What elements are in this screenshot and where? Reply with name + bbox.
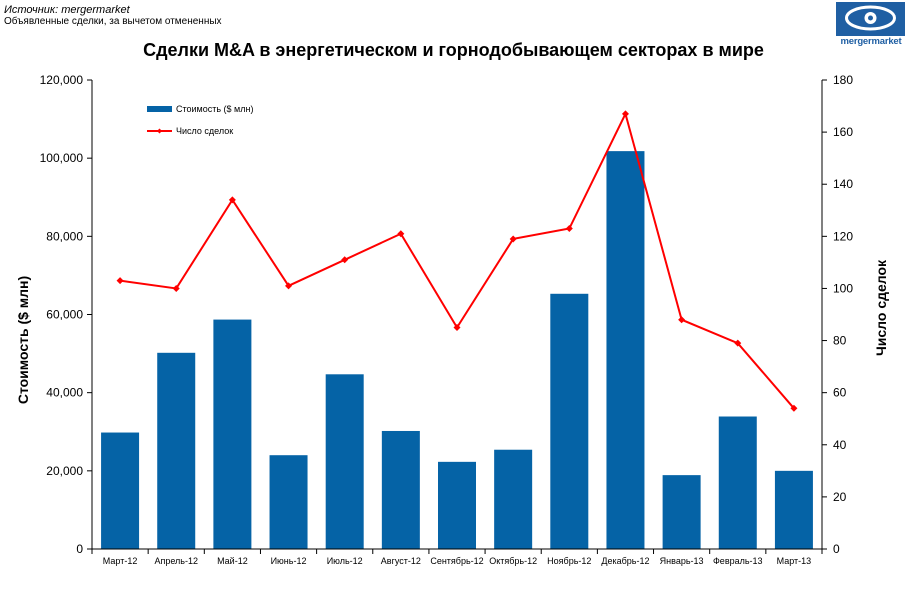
bar xyxy=(494,449,533,549)
bar xyxy=(662,475,701,549)
x-tick-label: Июль-12 xyxy=(327,556,363,566)
y-tick-label: 60,000 xyxy=(46,308,83,322)
line-point xyxy=(397,230,405,238)
x-tick-label: Октябрь-12 xyxy=(489,556,537,566)
bar xyxy=(606,151,645,550)
x-tick-label: Март-13 xyxy=(777,556,812,566)
legend-bar-label: Стоимость ($ млн) xyxy=(176,104,253,114)
bar xyxy=(718,416,757,549)
y2-tick-label: 100 xyxy=(833,281,853,295)
x-tick-label: Февраль-13 xyxy=(713,556,763,566)
x-tick-label: Апрель-12 xyxy=(154,556,198,566)
y2-tick-label: 60 xyxy=(833,386,847,400)
bar xyxy=(438,461,476,549)
x-tick-label: Сентябрь-12 xyxy=(430,556,483,566)
y2-tick-label: 20 xyxy=(833,490,847,504)
logo-text: mergermarket xyxy=(840,36,902,47)
line-point xyxy=(509,235,517,243)
y2-axis-title: Число сделок xyxy=(873,259,889,356)
line-series xyxy=(116,110,798,412)
y2-tick-label: 120 xyxy=(833,229,853,243)
y2-tick-label: 160 xyxy=(833,125,853,139)
y-tick-label: 100,000 xyxy=(40,151,84,165)
y2-tick-label: 180 xyxy=(833,73,853,87)
x-tick-label: Май-12 xyxy=(217,556,248,566)
line-point xyxy=(734,339,742,347)
line-point xyxy=(285,282,293,290)
x-tick-label: Март-12 xyxy=(103,556,138,566)
y-axis-title: Стоимость ($ млн) xyxy=(15,276,31,404)
bar xyxy=(213,319,252,549)
y2-tick-label: 80 xyxy=(833,334,847,348)
line-point xyxy=(116,277,124,285)
line-point xyxy=(453,324,461,332)
line-point xyxy=(341,256,349,264)
x-tick-label: Ноябрь-12 xyxy=(547,556,591,566)
line-point xyxy=(790,404,798,412)
bar xyxy=(381,430,420,549)
y-tick-label: 20,000 xyxy=(46,464,83,478)
note-label: Объявленные сделки, за вычетом отмененны… xyxy=(4,16,222,27)
bar xyxy=(157,352,196,549)
legend-line-marker xyxy=(157,128,162,134)
legend: Стоимость ($ млн) Число сделок xyxy=(147,104,253,136)
line-point xyxy=(565,225,573,233)
source-label: Источник: mergermarket xyxy=(4,4,130,16)
y-tick-label: 120,000 xyxy=(40,73,84,87)
line-point xyxy=(621,110,629,118)
legend-bar-swatch xyxy=(147,106,172,112)
y-tick-label: 0 xyxy=(76,542,83,556)
x-tick-label: Июнь-12 xyxy=(271,556,307,566)
y2-tick-label: 40 xyxy=(833,438,847,452)
x-tick-label: Январь-13 xyxy=(660,556,704,566)
bar xyxy=(774,470,813,549)
tick-labels: 0 20,000 40,000 60,000 80,000 100,000 120,000 0… xyxy=(40,73,854,566)
bar xyxy=(269,455,308,549)
line-point xyxy=(172,284,180,292)
line-point xyxy=(228,196,236,204)
y-tick-label: 80,000 xyxy=(46,229,83,243)
line-point xyxy=(678,316,686,324)
x-tick-label: Декабрь-12 xyxy=(601,556,649,566)
axes xyxy=(87,79,827,554)
y-tick-label: 40,000 xyxy=(46,386,83,400)
mergermarket-logo-icon xyxy=(836,2,905,36)
bar-series xyxy=(101,151,813,550)
bar xyxy=(101,432,140,549)
chart-title: Сделки M&A в энергетическом и горнодобыв… xyxy=(143,40,764,60)
bar xyxy=(325,374,364,549)
y2-tick-label: 0 xyxy=(833,542,840,556)
y2-tick-label: 140 xyxy=(833,177,853,191)
legend-line-label: Число сделок xyxy=(176,126,233,136)
x-tick-label: Август-12 xyxy=(381,556,421,566)
bar xyxy=(550,293,589,549)
